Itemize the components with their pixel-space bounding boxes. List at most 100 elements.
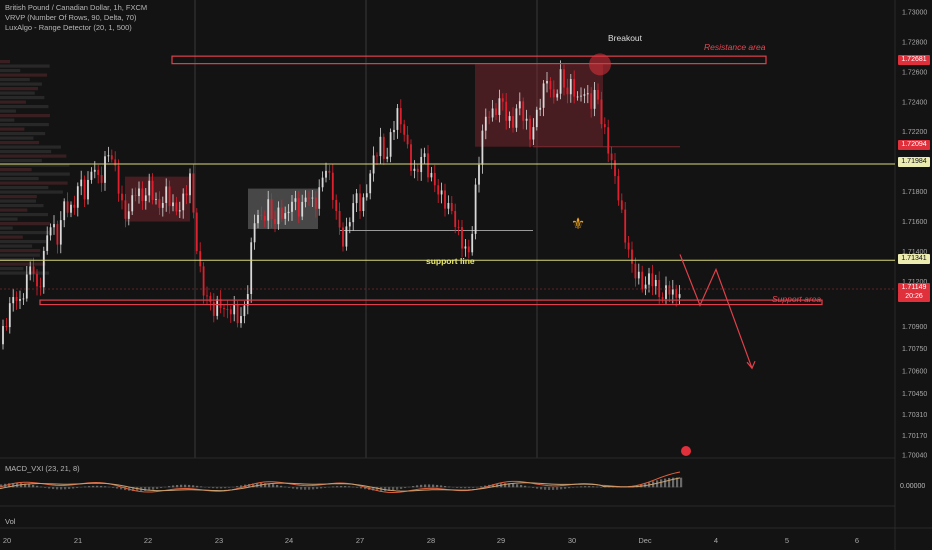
candle-body xyxy=(495,108,497,115)
macd-histogram-bar xyxy=(356,487,359,488)
candle-body xyxy=(277,207,280,225)
macd-histogram-bar xyxy=(508,483,511,488)
candle-body xyxy=(260,214,263,217)
candle-body xyxy=(291,201,293,212)
candle-body xyxy=(440,190,443,195)
candle-body xyxy=(70,204,72,213)
candle-body xyxy=(100,175,103,183)
macd-histogram-bar xyxy=(132,487,135,492)
candle-body xyxy=(8,303,11,328)
price-tick-label: 1.72600 xyxy=(902,69,927,76)
candle-body xyxy=(93,169,96,172)
macd-histogram-bar xyxy=(584,486,587,488)
candle-body xyxy=(566,87,569,95)
macd-histogram-bar xyxy=(0,484,3,488)
candle-body xyxy=(433,172,436,186)
time-tick-label: 4 xyxy=(714,536,718,545)
candle-body xyxy=(552,89,555,98)
time-tick-label: 23 xyxy=(215,536,223,545)
candle-body xyxy=(243,305,246,317)
macd-histogram-bar xyxy=(168,486,171,488)
candle-body xyxy=(461,227,463,249)
macd-histogram-bar xyxy=(24,483,27,488)
candle-body xyxy=(114,159,117,166)
time-tick-label: 30 xyxy=(568,536,576,545)
candle-body xyxy=(671,288,674,295)
candle-body xyxy=(59,220,62,245)
candle-body xyxy=(131,195,134,212)
volume-profile-bar xyxy=(0,262,46,266)
macd-histogram-bar xyxy=(460,487,463,489)
volume-profile-bar xyxy=(0,91,35,95)
volume-profile-bar xyxy=(0,217,18,221)
candle-body xyxy=(488,116,491,118)
macd-histogram-bar xyxy=(512,483,515,488)
indicator-range-detector-label[interactable]: LuxAlgo - Range Detector (20, 1, 500) xyxy=(5,23,132,32)
candle-body xyxy=(447,202,450,209)
candle-body xyxy=(182,193,185,211)
macd-histogram-bar xyxy=(68,487,71,490)
macd-histogram-bar xyxy=(560,487,563,490)
macd-histogram-bar xyxy=(192,485,195,488)
macd-histogram-bar xyxy=(600,487,603,488)
candle-body xyxy=(648,273,650,285)
macd-histogram-bar xyxy=(352,486,355,488)
candle-body xyxy=(525,118,528,121)
macd-histogram-bar xyxy=(92,485,95,488)
candle-body xyxy=(229,309,232,315)
candle-body xyxy=(573,79,576,97)
volume-label[interactable]: Vol xyxy=(5,517,16,526)
candle-body xyxy=(491,108,494,118)
macd-histogram-bar xyxy=(100,485,103,488)
candle-body xyxy=(675,288,678,298)
candle-body xyxy=(556,93,559,98)
candle-body xyxy=(532,127,535,140)
volume-profile-bar xyxy=(0,249,41,253)
support-area-label: Support area xyxy=(772,294,822,304)
candle-body xyxy=(284,213,287,219)
candle-body xyxy=(32,266,35,274)
candle-body xyxy=(178,210,181,212)
candle-body xyxy=(76,186,79,208)
macd-histogram-bar xyxy=(76,487,79,488)
volume-profile-bar xyxy=(0,267,24,271)
indicator-vrvp-label[interactable]: VRVP (Number Of Rows, 90, Delta, 70) xyxy=(5,13,137,22)
price-tick-label: 1.71400 xyxy=(902,249,927,256)
macd-histogram-bar xyxy=(484,485,487,488)
candle-body xyxy=(498,98,501,115)
macd-histogram-bar xyxy=(468,487,471,489)
macd-histogram-bar xyxy=(72,487,75,489)
candle-body xyxy=(467,246,470,253)
candle-body xyxy=(549,80,552,90)
candle-body xyxy=(389,132,392,157)
candle-body xyxy=(240,316,242,324)
price-tick-label: 1.72200 xyxy=(902,129,927,136)
macd-label[interactable]: MACD_VXI (23, 21, 8) xyxy=(5,464,80,473)
candle-body xyxy=(172,202,174,207)
candle-body xyxy=(481,130,484,165)
macd-histogram-bar xyxy=(432,484,435,488)
macd-histogram-bar xyxy=(184,484,187,488)
time-axis[interactable]: 20 21 22 23 24 27 28 29 30 Dec 4 5 6 xyxy=(3,536,859,545)
macd-histogram-bar xyxy=(580,486,583,488)
trade-icon: ⚜ xyxy=(571,214,585,233)
macd-histogram-bar xyxy=(680,477,683,488)
time-tick-label: 22 xyxy=(144,536,152,545)
macd-histogram-bar xyxy=(40,486,43,488)
projection-arrowhead xyxy=(746,360,756,370)
candle-body xyxy=(393,129,395,133)
drawings: ⚜ xyxy=(0,53,895,456)
macd-histogram-bar xyxy=(88,486,91,488)
macd-histogram-bar xyxy=(532,487,535,488)
price-axis[interactable]: 1.73000 1.72800 1.72600 1.72400 1.72200 1.718… xyxy=(902,10,927,460)
candle-body xyxy=(637,271,640,279)
symbol-title[interactable]: British Pound / Canadian Dollar, 1h, FXC… xyxy=(5,3,148,12)
range-box xyxy=(475,64,603,147)
volume-profile-bar xyxy=(0,64,50,68)
candle-body xyxy=(430,172,433,178)
candle-body xyxy=(308,197,310,199)
candle-body xyxy=(331,172,334,200)
candle-body xyxy=(2,326,4,345)
